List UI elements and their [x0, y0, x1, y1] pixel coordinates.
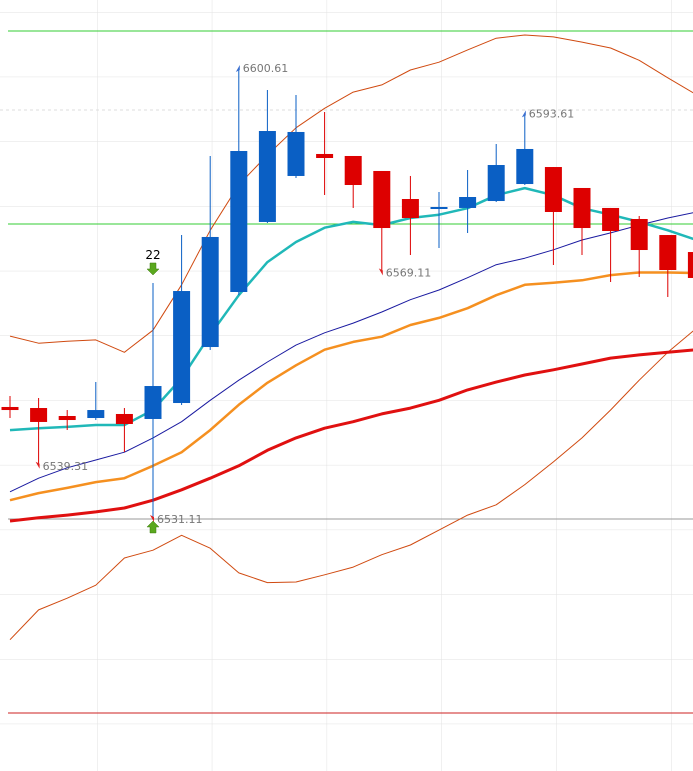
price-annotation: 6600.61 — [243, 62, 288, 75]
candle-body — [487, 165, 505, 202]
candle-body — [344, 155, 362, 185]
low-marker — [378, 268, 383, 276]
price-annotation: 6531.11 — [157, 513, 203, 526]
candle-body — [230, 150, 248, 292]
candle-body — [602, 207, 620, 232]
candle-body — [115, 413, 133, 424]
candle-body — [201, 236, 219, 348]
candle-body — [516, 148, 534, 185]
candle-body — [173, 291, 191, 404]
candle-body — [573, 187, 591, 229]
price-annotation: 6593.61 — [529, 107, 575, 120]
candle-body — [144, 386, 162, 419]
candle-body — [630, 218, 648, 251]
candle-body — [401, 199, 419, 219]
candle-body — [544, 167, 562, 212]
candle-body — [659, 235, 677, 270]
high-marker — [235, 65, 240, 73]
indicator-line — [9, 330, 693, 641]
low-marker — [150, 514, 154, 522]
signal-up-arrow — [146, 520, 160, 534]
candle-body — [287, 131, 305, 176]
candle-body — [316, 153, 334, 159]
candle-body — [373, 170, 391, 229]
annotations: 6600.61 6593.61 6569.11 6539.31 6531.11 22 — [35, 62, 575, 534]
indicator-line — [9, 34, 693, 353]
candles — [1, 68, 693, 519]
candle-body — [1, 406, 19, 411]
candle-body — [30, 408, 48, 422]
price-annotation: 6569.11 — [386, 266, 432, 279]
candle-body — [430, 206, 448, 210]
signal-down-arrow — [146, 262, 160, 276]
candle-body — [58, 415, 76, 421]
signal-label: 22 — [145, 248, 160, 262]
indicator-line — [9, 271, 693, 502]
low-marker — [35, 461, 40, 469]
candle-body — [459, 197, 477, 208]
candle-body — [687, 252, 693, 278]
indicator-line — [9, 348, 693, 523]
candle-body — [258, 131, 276, 222]
candle-body — [87, 410, 105, 419]
high-marker — [521, 110, 526, 118]
price-annotation: 6539.31 — [43, 460, 89, 473]
